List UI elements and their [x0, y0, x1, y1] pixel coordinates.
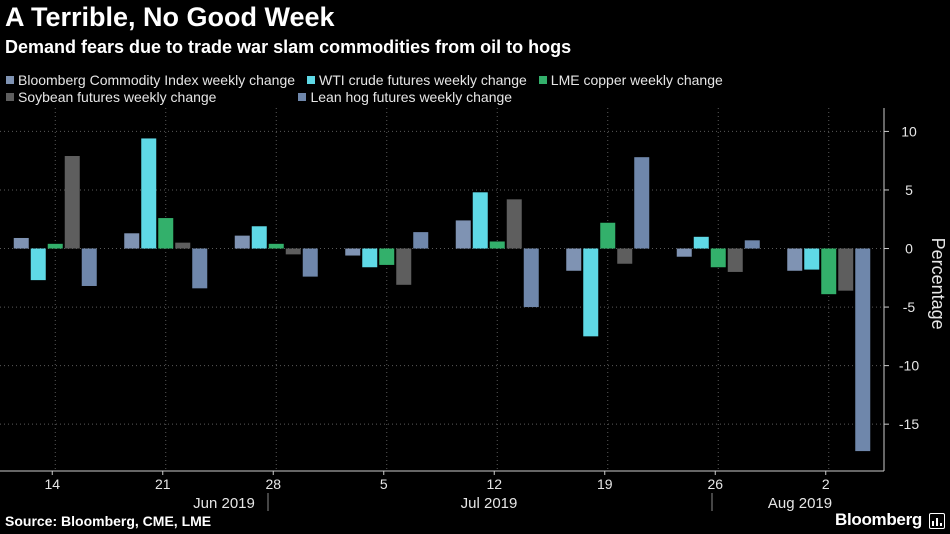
legend-swatch-hogs: [298, 92, 307, 101]
bar-3-14: [47, 243, 63, 249]
bar-2-26: [693, 236, 709, 249]
x-tick-label: 28: [265, 476, 281, 492]
y-tick-label: 5: [905, 182, 913, 198]
bar-3-2: [821, 248, 837, 295]
y-tick-label: 0: [905, 241, 913, 257]
bar-3-28: [268, 243, 284, 249]
bar-4-26: [727, 248, 743, 272]
legend-label-soybean: Soybean futures weekly change: [18, 88, 217, 105]
bar-5-28: [302, 248, 318, 277]
bar-1-2: [787, 248, 803, 271]
bar-1-19: [566, 248, 582, 271]
legend-label-bcom: Bloomberg Commodity Index weekly change: [18, 71, 296, 88]
bar-1-28: [234, 235, 250, 249]
bar-5-14: [81, 248, 97, 286]
bar-2-19: [583, 248, 599, 337]
bar-2-2: [804, 248, 820, 270]
x-tick-label: 26: [707, 476, 723, 492]
bar-3-26: [710, 248, 726, 268]
legend-item-soybean: Soybean futures weekly change: [6, 89, 216, 105]
bar-1-21: [124, 233, 140, 249]
bar-chart-icon: [929, 513, 945, 529]
y-tick-label: 10: [901, 123, 917, 139]
legend-label-hogs: Lean hog futures weekly change: [310, 88, 513, 105]
bloomberg-logo: Bloomberg: [834, 510, 922, 529]
bar-5-2: [855, 248, 871, 452]
bar-2-14: [30, 248, 46, 281]
legend-item-copper: LME copper weekly change: [538, 71, 723, 88]
month-label: Jul 2019: [461, 495, 518, 512]
x-tick-label: 12: [486, 476, 502, 492]
x-tick-label: 5: [380, 476, 388, 492]
bar-1-26: [676, 248, 692, 257]
bar-2-12: [472, 192, 488, 249]
x-tick-label: 21: [155, 476, 171, 492]
legend-item-wti: WTI crude futures weekly change: [307, 72, 527, 88]
bar-5-21: [192, 248, 208, 289]
legend-row-2: Soybean futures weekly change Lean hog f…: [6, 88, 806, 105]
bar-4-5: [396, 248, 412, 285]
bar-1-12: [455, 220, 471, 249]
bar-2-21: [141, 138, 157, 249]
x-tick-label: 14: [44, 476, 60, 492]
chart-title: A Terrible, No Good Week: [5, 2, 335, 32]
legend-swatch-bcom: [6, 75, 14, 84]
source-note: Source: Bloomberg, CME, LME: [5, 513, 212, 529]
bar-2-5: [362, 248, 378, 268]
legend-label-copper: LME copper weekly change: [550, 71, 723, 88]
bar-4-21: [175, 242, 191, 249]
x-tick-label: 2: [822, 476, 830, 492]
month-label: Jun 2019: [193, 495, 255, 512]
bar-4-28: [285, 248, 301, 255]
bar-4-19: [617, 248, 633, 264]
legend-swatch-soybean: [6, 92, 14, 101]
bar-4-12: [506, 199, 522, 249]
legend-item-hogs: Lean hog futures weekly change: [298, 89, 512, 105]
legend-swatch-wti: [307, 75, 316, 84]
legend: Bloomberg Commodity Index weekly change …: [6, 71, 806, 105]
bar-5-5: [413, 232, 429, 249]
bar-2-28: [251, 226, 267, 249]
bar-5-12: [523, 248, 539, 308]
bar-3-19: [600, 222, 616, 249]
bar-1-5: [345, 248, 361, 256]
legend-label-wti: WTI crude futures weekly change: [319, 71, 527, 88]
bar-4-2: [838, 248, 854, 291]
chart-subtitle: Demand fears due to trade war slam commo…: [5, 37, 572, 57]
bar-1-14: [13, 237, 29, 249]
month-label: Aug 2019: [768, 495, 832, 512]
y-tick-label: -15: [899, 416, 919, 432]
bar-3-12: [489, 241, 505, 249]
legend-row-1: Bloomberg Commodity Index weekly change …: [6, 71, 806, 88]
bar-5-26: [744, 240, 760, 249]
x-tick-label: 19: [597, 476, 613, 492]
y-axis-label: Percentage: [928, 238, 948, 330]
y-tick-label: -10: [899, 358, 919, 374]
legend-swatch-copper: [538, 75, 547, 84]
y-tick-label: -5: [903, 299, 916, 315]
bar-3-5: [379, 248, 395, 265]
bar-3-21: [158, 218, 174, 249]
bar-5-19: [634, 157, 650, 249]
legend-item-bcom: Bloomberg Commodity Index weekly change: [6, 72, 295, 88]
bar-4-14: [64, 156, 80, 249]
